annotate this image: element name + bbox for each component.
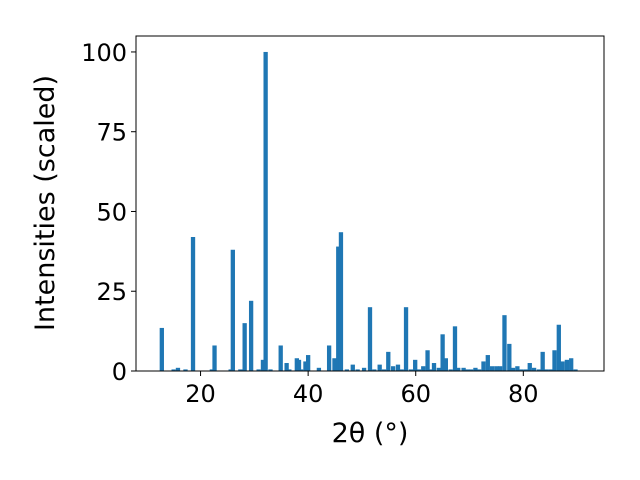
bar (159, 327, 164, 371)
bar (230, 249, 235, 371)
bar (540, 351, 545, 371)
bar (399, 369, 404, 371)
bar (523, 369, 529, 371)
bar (326, 345, 332, 371)
bar (461, 367, 466, 371)
bar (510, 367, 516, 371)
y-axis: 0 25 50 75 100 (81, 39, 136, 386)
bar (316, 367, 322, 371)
bar (350, 364, 355, 371)
bar (552, 350, 557, 371)
bar (416, 369, 422, 371)
x-tick-label: 20 (185, 380, 216, 408)
bar (502, 315, 507, 371)
bar (519, 369, 524, 371)
x-tick-label: 40 (293, 380, 324, 408)
bar (260, 359, 266, 371)
bar (390, 366, 396, 371)
bar (564, 359, 570, 371)
bar (361, 367, 367, 371)
bar (494, 366, 499, 371)
bar (413, 359, 418, 371)
bar (489, 366, 495, 371)
plot-frame (135, 35, 605, 372)
bar (440, 334, 445, 371)
bar (298, 369, 304, 371)
bar (395, 364, 401, 371)
bar (515, 366, 520, 371)
bar (287, 369, 292, 371)
bar (436, 367, 441, 371)
bar (263, 51, 268, 371)
bar (212, 345, 217, 371)
bar (305, 355, 311, 371)
bar (531, 367, 537, 371)
bar-series (159, 51, 578, 371)
bar (338, 232, 344, 371)
bar (386, 351, 391, 371)
bar (468, 369, 474, 371)
bar (536, 369, 542, 371)
bar (190, 237, 196, 371)
y-tick-label: 50 (96, 198, 127, 226)
bar (452, 326, 458, 371)
bar (429, 369, 434, 371)
bar (425, 350, 430, 371)
x-axis: 20 40 60 80 (185, 371, 539, 408)
bar (465, 369, 470, 371)
bar (284, 363, 289, 371)
y-tick-label: 25 (96, 278, 127, 306)
bar (332, 358, 337, 371)
bar (481, 361, 486, 371)
bar (344, 369, 350, 371)
bar (560, 361, 565, 371)
bar (303, 361, 308, 371)
bar (228, 369, 233, 371)
bar (183, 369, 188, 371)
bar (209, 369, 214, 371)
bar (548, 369, 553, 371)
bar (296, 359, 302, 371)
bar (403, 307, 409, 371)
bar (477, 369, 482, 371)
bar (448, 369, 453, 371)
bar (431, 363, 437, 371)
y-axis-label: Intensities (scaled) (30, 75, 61, 331)
bar (248, 300, 254, 371)
bar (498, 366, 503, 371)
bar (485, 355, 490, 371)
y-tick-label: 100 (81, 39, 127, 67)
x-tick-label: 80 (508, 380, 539, 408)
y-tick-label: 0 (112, 358, 127, 386)
y-tick-label: 75 (96, 119, 127, 147)
bar (544, 369, 549, 371)
bar (573, 369, 578, 371)
bar (278, 345, 283, 371)
bar (507, 343, 512, 371)
bar (421, 366, 426, 371)
bar (556, 324, 561, 371)
x-tick-label: 60 (400, 380, 431, 408)
x-axis-label: 2θ (°) (332, 418, 409, 449)
bar (372, 369, 377, 371)
bar (355, 369, 360, 371)
bar (367, 307, 373, 371)
bar (527, 363, 532, 371)
bar (175, 367, 181, 371)
bar (256, 369, 261, 371)
bar (238, 369, 243, 371)
bar (242, 323, 247, 371)
bar (171, 369, 176, 371)
bar (381, 369, 387, 371)
bar (336, 246, 341, 371)
bar (443, 358, 448, 371)
bar (408, 369, 414, 371)
bar (268, 369, 273, 371)
bar (569, 358, 574, 371)
bar (456, 367, 461, 371)
bar (473, 367, 478, 371)
bar (377, 364, 382, 371)
